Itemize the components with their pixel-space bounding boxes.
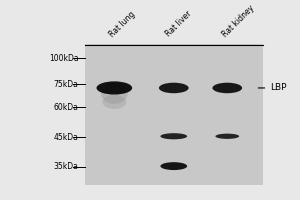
Text: 35kDa: 35kDa [54, 162, 79, 171]
Ellipse shape [102, 95, 126, 109]
Text: Rat liver: Rat liver [164, 10, 194, 39]
Ellipse shape [160, 162, 187, 170]
Text: 45kDa: 45kDa [54, 133, 79, 142]
Text: Rat kidney: Rat kidney [221, 3, 256, 39]
Ellipse shape [101, 83, 128, 104]
Ellipse shape [97, 81, 132, 95]
Text: Rat lung: Rat lung [108, 10, 137, 39]
Ellipse shape [159, 83, 189, 93]
Ellipse shape [212, 83, 242, 93]
Text: 75kDa: 75kDa [54, 80, 79, 89]
Text: 60kDa: 60kDa [54, 103, 79, 112]
Text: 100kDa: 100kDa [49, 54, 79, 63]
Text: LBP: LBP [270, 83, 287, 92]
Ellipse shape [160, 133, 187, 139]
Ellipse shape [215, 134, 239, 139]
FancyBboxPatch shape [85, 44, 263, 185]
